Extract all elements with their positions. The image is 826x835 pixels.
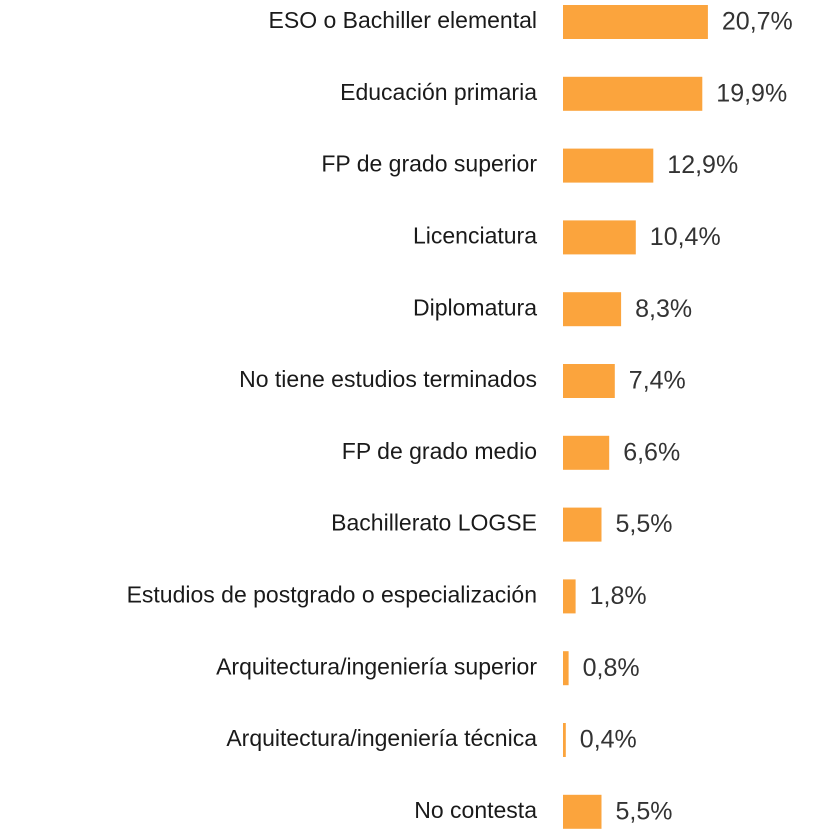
bar <box>563 76 703 111</box>
category-label: Educación primaria <box>340 79 537 105</box>
category-label: No tiene estudios terminados <box>239 366 537 392</box>
category-label: Arquitectura/ingeniería superior <box>216 653 537 679</box>
bar <box>563 651 569 686</box>
category-label: Bachillerato LOGSE <box>331 510 537 536</box>
category-label: ESO o Bachiller elemental <box>269 7 537 33</box>
bar <box>563 579 576 614</box>
value-label: 7,4% <box>629 367 686 395</box>
value-label: 12,9% <box>667 151 738 179</box>
bar <box>563 5 708 39</box>
category-label: Diplomatura <box>413 294 537 320</box>
value-label: 10,4% <box>650 223 721 251</box>
bar <box>563 794 602 829</box>
bar <box>563 435 610 470</box>
category-label: Estudios de postgrado o especialización <box>127 581 537 607</box>
bar <box>563 220 636 255</box>
category-label: Licenciatura <box>413 222 537 248</box>
value-label: 19,9% <box>716 79 787 107</box>
value-label: 6,6% <box>623 438 680 466</box>
value-label: 0,4% <box>580 726 637 754</box>
category-label: No contesta <box>414 797 537 823</box>
value-label: 5,5% <box>616 510 673 538</box>
bar <box>563 507 602 542</box>
category-label: Arquitectura/ingeniería técnica <box>226 725 537 751</box>
bar <box>563 723 566 757</box>
value-label: 0,8% <box>583 654 640 682</box>
category-label: FP de grado medio <box>342 438 537 464</box>
bar <box>563 148 654 183</box>
value-label: 20,7% <box>722 8 793 36</box>
value-label: 8,3% <box>635 295 692 323</box>
value-label: 1,8% <box>590 582 647 610</box>
bar <box>563 364 615 398</box>
value-label: 5,5% <box>616 797 673 825</box>
category-label: FP de grado superior <box>321 151 537 177</box>
bar <box>563 292 622 327</box>
